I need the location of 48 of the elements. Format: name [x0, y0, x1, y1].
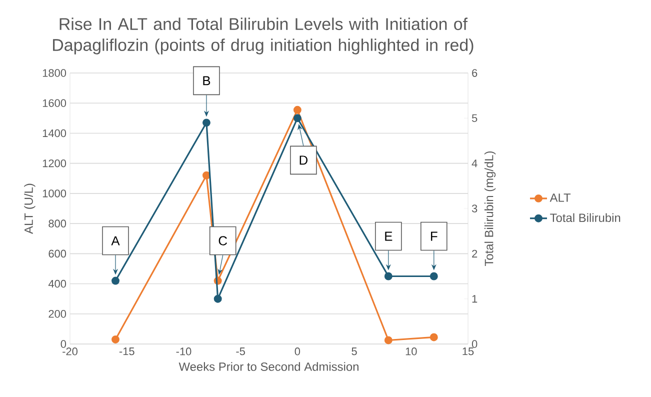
point	[430, 333, 438, 342]
annotation: F	[431, 232, 438, 241]
x-tick-label: -10	[176, 348, 192, 356]
y-tick-label: 600	[48, 250, 66, 258]
x-tick-label: 15	[462, 348, 474, 356]
point	[112, 335, 120, 344]
y-tick-label: 800	[48, 220, 66, 228]
annotation: C	[218, 236, 228, 246]
x-tick-label: 5	[352, 348, 357, 356]
point	[384, 272, 392, 280]
y2-tick-label: 3	[472, 204, 478, 212]
y2-axis-title: Total Bilirubin (mg/dL)	[484, 151, 496, 266]
y2-tick-label: 1	[472, 295, 478, 303]
point	[214, 294, 222, 303]
x-tick-label: -15	[119, 348, 134, 356]
annotation: A	[111, 236, 120, 246]
legend-label: Total Bilirubin	[550, 213, 620, 222]
point	[202, 171, 210, 180]
y-tick-label: 1600	[42, 99, 66, 107]
y-tick-label: 0	[60, 340, 66, 348]
point	[293, 114, 302, 122]
chart-title: Rise In ALT and Total Bilirubin Levels with Initiation of Dapagliflozin (points of drug initiation highlighted in red)	[53, 18, 474, 54]
y2-tick-label: 0	[472, 340, 478, 348]
y-axis-title: ALT (U/L)	[24, 184, 36, 234]
x-axis-title: Weeks Prior to Second Admission	[178, 362, 358, 371]
x-tick-label: 0	[294, 348, 300, 356]
annotation: E	[385, 232, 392, 241]
annotation: D	[300, 156, 308, 165]
x-tick-label: -20	[62, 348, 78, 356]
y2-tick-label: 6	[472, 69, 478, 77]
point	[293, 106, 302, 114]
x-tick-label: 10	[406, 348, 417, 356]
point	[202, 118, 210, 127]
legend-label: ALT	[550, 194, 571, 202]
y-tick-label: 1800	[42, 69, 66, 77]
point	[112, 276, 120, 285]
y-tick-label: 1200	[42, 159, 66, 168]
x-tick-label: -5	[236, 348, 245, 356]
y-tick-label: 1400	[42, 129, 66, 138]
y2-tick-label: 5	[472, 114, 478, 122]
y2-tick-label: 4	[472, 160, 478, 168]
point	[430, 272, 438, 280]
y-tick-label: 400	[48, 280, 66, 288]
point	[384, 336, 392, 344]
y-tick-label: 1000	[42, 190, 66, 198]
y-tick-label: 200	[48, 310, 66, 318]
y2-tick-label: 2	[472, 250, 478, 258]
annotation: B	[203, 76, 210, 86]
